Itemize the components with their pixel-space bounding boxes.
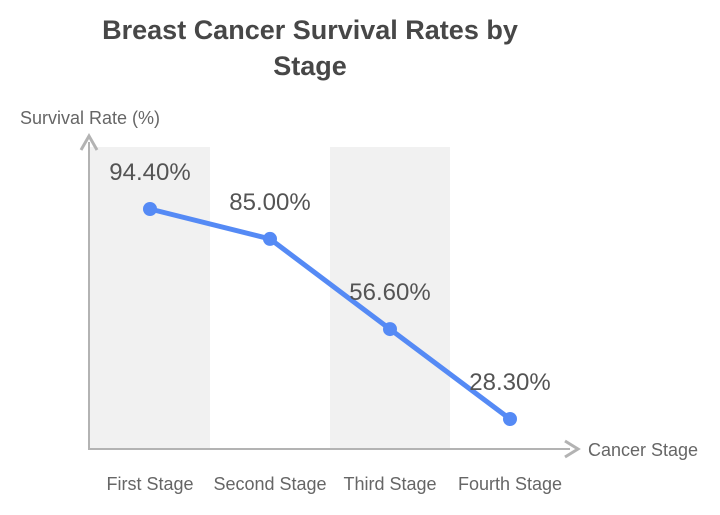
y-axis-title: Survival Rate (%): [20, 108, 161, 128]
data-point: [503, 412, 517, 426]
x-tick-label: Third Stage: [343, 474, 437, 494]
data-point-label: 85.00%: [229, 188, 311, 216]
chart-title: Breast Cancer Survival Rates by Stage: [70, 12, 550, 84]
x-axis-title: Cancer Stage: [588, 440, 699, 460]
data-point: [263, 231, 277, 246]
data-point-label: 56.60%: [349, 279, 431, 307]
chart-title-line1: Breast Cancer Survival Rates by: [102, 15, 518, 45]
data-point-label: 94.40%: [109, 159, 191, 186]
x-tick-label: Second Stage: [213, 474, 327, 494]
x-tick-label: First Stage: [106, 474, 194, 494]
data-point-label: 28.30%: [469, 369, 551, 396]
x-tick-label: Fourth Stage: [457, 474, 563, 494]
x-axis-arrowhead-icon: [564, 439, 581, 459]
chart-title-line2: Stage: [273, 51, 347, 81]
